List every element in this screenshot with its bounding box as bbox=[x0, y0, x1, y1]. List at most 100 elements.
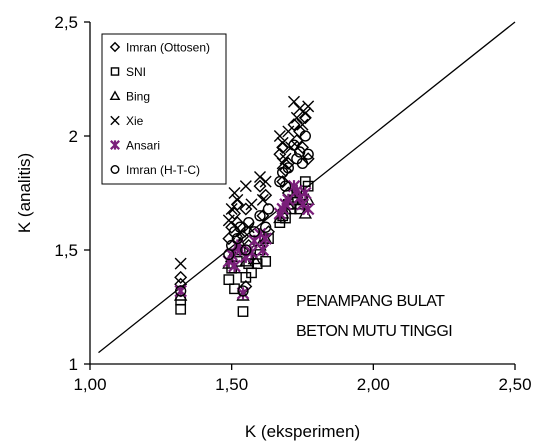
data-point bbox=[259, 175, 272, 188]
x-marker-stroke bbox=[245, 198, 258, 211]
legend-label: Xie bbox=[126, 114, 144, 128]
x-marker-stroke bbox=[288, 95, 300, 108]
circle-marker bbox=[175, 285, 187, 297]
square-marker bbox=[246, 267, 257, 279]
y-tick-label: 2,5 bbox=[54, 13, 78, 32]
data-point bbox=[254, 210, 266, 222]
square-marker bbox=[110, 67, 120, 76]
x-marker-stroke bbox=[110, 115, 120, 126]
data-points-layer bbox=[173, 95, 315, 317]
legend-label: Bing bbox=[126, 90, 150, 104]
data-point bbox=[259, 188, 273, 202]
reference-line-layer bbox=[98, 21, 516, 354]
circle-marker bbox=[237, 285, 249, 297]
x-marker-stroke bbox=[239, 180, 252, 193]
circle-marker bbox=[302, 148, 314, 160]
data-point bbox=[276, 175, 290, 189]
legend-box bbox=[101, 33, 227, 185]
circle-marker bbox=[226, 239, 238, 252]
data-point bbox=[240, 244, 252, 256]
data-point bbox=[256, 243, 270, 257]
diamond-marker bbox=[174, 270, 188, 284]
data-point bbox=[246, 267, 257, 279]
data-point bbox=[296, 157, 309, 170]
data-point bbox=[174, 270, 188, 284]
circle-marker bbox=[279, 180, 292, 192]
legend-marker bbox=[110, 67, 120, 76]
x-axis-title: K (eksperimen) bbox=[245, 422, 360, 441]
diamond-marker bbox=[259, 188, 273, 202]
data-point bbox=[290, 111, 303, 124]
data-point bbox=[248, 226, 260, 238]
data-point bbox=[231, 232, 243, 245]
data-point bbox=[296, 118, 309, 131]
data-point bbox=[234, 221, 246, 233]
circle-marker bbox=[260, 221, 272, 233]
legend-label: Imran (Ottosen) bbox=[126, 41, 210, 55]
data-point bbox=[293, 124, 307, 138]
data-point bbox=[237, 285, 249, 297]
data-point bbox=[276, 157, 289, 170]
x-marker-stroke bbox=[273, 130, 286, 142]
x-marker-stroke bbox=[302, 100, 315, 113]
legend-marker bbox=[110, 115, 120, 126]
data-point bbox=[288, 95, 300, 108]
series-circle bbox=[175, 130, 314, 297]
data-point bbox=[282, 125, 295, 138]
circle-marker bbox=[110, 165, 120, 174]
data-point bbox=[260, 221, 272, 233]
x-marker-stroke bbox=[290, 111, 303, 124]
x-marker-stroke bbox=[299, 107, 312, 120]
x-marker-stroke bbox=[222, 214, 235, 227]
data-point bbox=[223, 274, 235, 286]
x-marker-stroke bbox=[231, 193, 244, 206]
data-point bbox=[299, 107, 312, 120]
square-marker bbox=[175, 303, 187, 315]
data-point bbox=[239, 180, 252, 193]
diamond-marker bbox=[253, 179, 267, 193]
x-tick-label: 2,00 bbox=[357, 375, 390, 394]
data-point bbox=[273, 130, 286, 142]
data-point bbox=[262, 203, 275, 215]
data-point bbox=[287, 118, 301, 132]
x-marker-stroke bbox=[293, 102, 306, 115]
x-marker-stroke bbox=[285, 141, 298, 154]
data-point bbox=[247, 252, 262, 265]
x-marker-stroke bbox=[225, 202, 238, 215]
diamond-marker bbox=[287, 118, 301, 132]
x-marker-stroke bbox=[276, 136, 289, 149]
x-tick-label: 1,50 bbox=[215, 375, 248, 394]
y-axis-title: K (analitis) bbox=[15, 153, 34, 233]
legend-label: Ansari bbox=[126, 139, 160, 153]
square-marker bbox=[237, 306, 249, 317]
x-marker-stroke bbox=[228, 187, 241, 199]
circle-marker bbox=[288, 139, 300, 151]
data-point bbox=[225, 202, 238, 215]
x-tick-label: 2,50 bbox=[498, 375, 531, 394]
data-point bbox=[301, 202, 315, 216]
data-point bbox=[175, 285, 187, 297]
data-point bbox=[228, 259, 241, 273]
square-marker bbox=[223, 274, 235, 286]
data-point bbox=[302, 100, 315, 113]
x-marker-stroke bbox=[174, 257, 187, 270]
data-point bbox=[236, 287, 250, 300]
y-tick-label: 1 bbox=[69, 355, 78, 374]
axes-layer: 1,00 1,50 2,00 2,50 1 1,5 2 2,5 K (eksperimen) K … bbox=[15, 13, 532, 441]
data-point bbox=[174, 257, 187, 270]
x-marker-stroke bbox=[256, 193, 269, 206]
x-marker-stroke bbox=[276, 157, 289, 170]
circle-marker bbox=[254, 210, 266, 222]
square-marker bbox=[260, 256, 272, 267]
series-x bbox=[174, 95, 315, 270]
annotation-line: BETON MUTU TINGGI bbox=[296, 323, 452, 340]
data-point bbox=[276, 136, 289, 149]
x-marker-stroke bbox=[282, 125, 295, 138]
data-point bbox=[282, 162, 294, 174]
circle-marker bbox=[282, 162, 294, 174]
data-point bbox=[175, 303, 187, 315]
data-point bbox=[254, 171, 266, 184]
legend: Imran (Ottosen) SNI Bing Xie Ansari Imran (H-… bbox=[101, 33, 227, 185]
